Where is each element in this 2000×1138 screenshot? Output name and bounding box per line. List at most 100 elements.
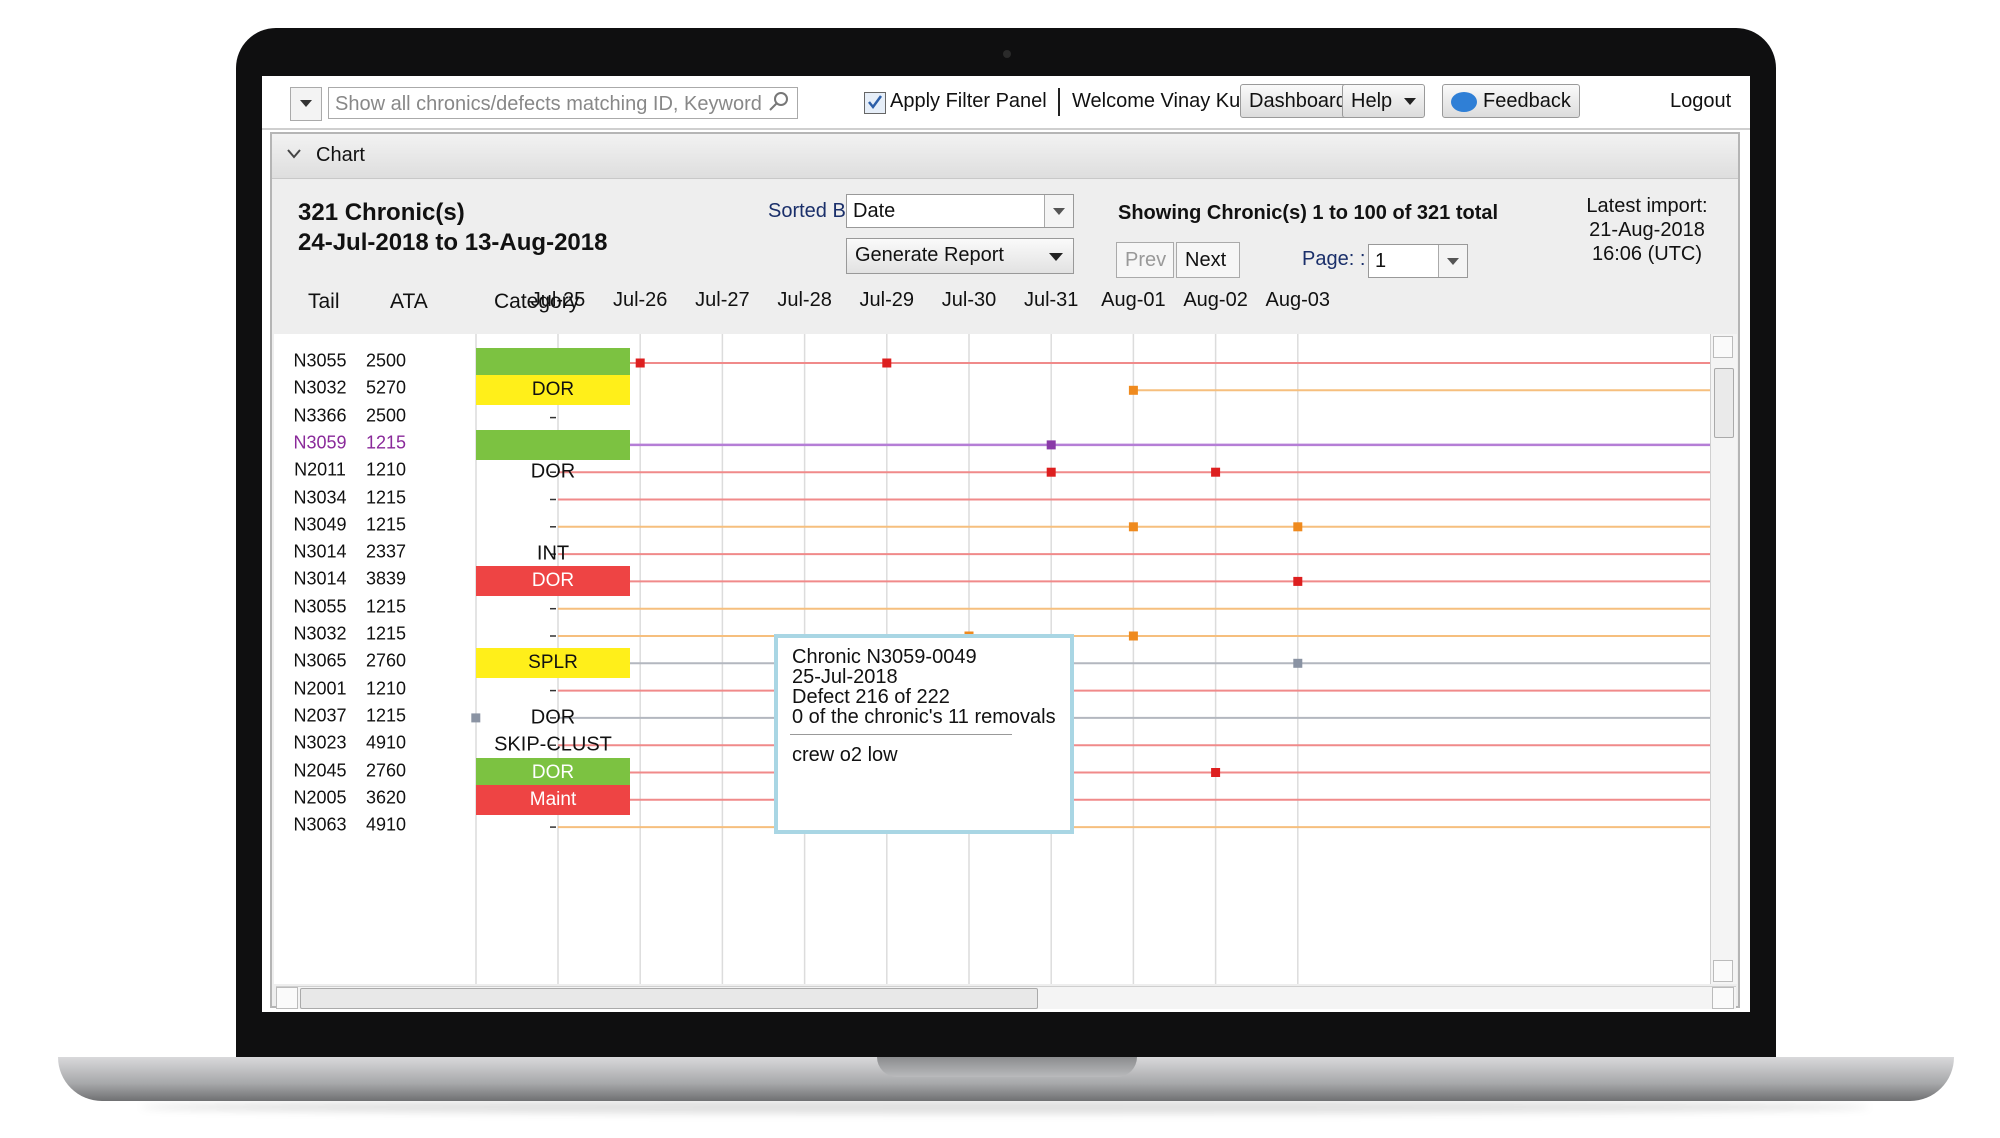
- column-header-category[interactable]: Category: [494, 290, 580, 313]
- row-tail[interactable]: N3059: [293, 432, 347, 453]
- panel-header[interactable]: Chart: [272, 134, 1738, 179]
- feedback-button[interactable]: Feedback: [1442, 84, 1580, 118]
- row-tail[interactable]: N2005: [293, 787, 347, 808]
- row-tail[interactable]: N2037: [293, 705, 347, 726]
- top-toolbar: Show all chronics/defects matching ID, K…: [262, 76, 1750, 130]
- latest-import-time: 16:06 (UTC): [1591, 243, 1703, 265]
- chronic-marker[interactable]: [1211, 467, 1221, 477]
- showing-summary: Showing Chronic(s) 1 to 100 of 321 total: [1118, 202, 1499, 224]
- timeline-chart: [471, 334, 1710, 984]
- row-tail[interactable]: N2045: [293, 760, 347, 780]
- generate-report-button[interactable]: Generate Report: [846, 238, 1074, 274]
- vertical-scrollbar[interactable]: [1710, 334, 1737, 984]
- chronic-marker[interactable]: [882, 358, 892, 368]
- chronic-marker[interactable]: [1128, 631, 1138, 641]
- row-ata: 4910: [365, 814, 407, 835]
- row-category-badge: DOR: [476, 757, 630, 788]
- row-category-text: DOR: [530, 706, 576, 729]
- row-tail[interactable]: N3055: [293, 596, 347, 617]
- row-tail[interactable]: N3014: [293, 568, 347, 589]
- row-ata: 1215: [365, 705, 407, 726]
- chronic-marker[interactable]: [1211, 768, 1221, 777]
- row-tail[interactable]: N3023: [293, 732, 347, 753]
- chevron-down-icon[interactable]: [286, 148, 302, 160]
- row-ata: 1210: [365, 678, 407, 699]
- row-tail[interactable]: N3063: [293, 814, 347, 835]
- row-ata: 2500: [365, 405, 407, 426]
- sort-select[interactable]: Date: [846, 194, 1074, 228]
- apply-filter-checkbox[interactable]: [864, 92, 886, 114]
- row-tail[interactable]: N2001: [293, 678, 347, 699]
- help-button[interactable]: Help: [1342, 84, 1426, 118]
- toolbar-separator: [1058, 88, 1060, 116]
- vertical-scroll-thumb[interactable]: [1714, 368, 1734, 438]
- row-category-text: SKIP-CLUST: [494, 733, 612, 756]
- chronic-marker[interactable]: [1128, 385, 1138, 395]
- chronic-chart-body: Chronic N3059-0049 25-Jul-2018 Defect 21…: [274, 334, 1710, 984]
- dashboard-button[interactable]: Dashboard: [1240, 84, 1356, 118]
- date-header-aug-03: Aug-03: [1265, 289, 1331, 311]
- row-tail[interactable]: N3366: [293, 405, 347, 426]
- chronic-marker[interactable]: [1046, 440, 1056, 450]
- chronic-marker[interactable]: [635, 358, 645, 368]
- page-select[interactable]: 1: [1368, 244, 1468, 278]
- sort-value: Date: [853, 200, 896, 222]
- feedback-label: Feedback: [1483, 90, 1571, 112]
- date-header-jul-29: Jul-29: [859, 289, 915, 311]
- latest-import-date: 21-Aug-2018: [1589, 219, 1705, 241]
- chronic-marker[interactable]: [471, 713, 481, 723]
- row-tail[interactable]: N3055: [293, 350, 347, 371]
- app-screen: Show all chronics/defects matching ID, K…: [262, 76, 1750, 1012]
- chronic-marker[interactable]: [1046, 467, 1056, 477]
- prev-button[interactable]: Prev: [1116, 242, 1174, 278]
- logout-link[interactable]: Logout: [1670, 90, 1732, 112]
- chronic-marker[interactable]: [1293, 658, 1303, 668]
- laptop-shadow: [140, 1100, 1870, 1114]
- chronic-marker[interactable]: [1293, 522, 1303, 532]
- row-ata: 2337: [365, 541, 407, 562]
- column-header-ata[interactable]: ATA: [390, 290, 428, 313]
- date-header-jul-31: Jul-31: [1023, 289, 1079, 311]
- row-tail[interactable]: N3049: [293, 514, 347, 535]
- date-header-jul-26: Jul-26: [612, 289, 668, 311]
- search-scope-dropdown[interactable]: [290, 87, 322, 121]
- scroll-right-button[interactable]: [1712, 987, 1734, 1009]
- row-ata: 1215: [365, 432, 407, 453]
- row-category-badge: DOR: [476, 566, 630, 597]
- row-tail[interactable]: N3034: [293, 487, 347, 507]
- chronic-marker[interactable]: [1128, 522, 1138, 532]
- horizontal-scroll-thumb[interactable]: [300, 988, 1038, 1009]
- row-category-badge: Maint: [476, 784, 630, 815]
- scroll-down-button[interactable]: [1713, 960, 1733, 982]
- next-button[interactable]: Next: [1176, 242, 1240, 278]
- row-category-badge: SPLR: [476, 648, 630, 679]
- chronic-marker[interactable]: [1293, 576, 1303, 586]
- row-tail[interactable]: N3032: [293, 623, 347, 644]
- row-tail[interactable]: N3065: [293, 650, 347, 671]
- help-label: Help: [1351, 90, 1393, 112]
- checkmark-icon: [868, 95, 883, 110]
- row-category-badge: DOR: [476, 375, 630, 406]
- scroll-left-button[interactable]: [276, 987, 298, 1009]
- row-tail[interactable]: N2011: [294, 459, 346, 480]
- row-tail[interactable]: N3014: [293, 541, 347, 562]
- tooltip-divider: [790, 734, 1012, 735]
- row-ata: 5270: [365, 377, 407, 398]
- row-category-badge: [476, 429, 630, 460]
- speech-bubble-icon: [1451, 91, 1477, 112]
- horizontal-scrollbar[interactable]: [276, 986, 1736, 1009]
- row-category-text: INT: [536, 542, 570, 565]
- column-header-tail[interactable]: Tail: [308, 290, 340, 313]
- row-ata: 1215: [365, 487, 407, 507]
- tooltip-date: 25-Jul-2018: [792, 666, 898, 688]
- apply-filter-label[interactable]: Apply Filter Panel: [890, 90, 1047, 112]
- search-input[interactable]: Show all chronics/defects matching ID, K…: [328, 87, 798, 119]
- welcome-text: Welcome Vinay Kumar: [1072, 90, 1275, 112]
- scroll-up-button[interactable]: [1713, 336, 1733, 358]
- page-label: Page: :: [1302, 248, 1366, 270]
- row-category-text: DOR: [530, 460, 576, 483]
- row-tail[interactable]: N3032: [293, 377, 347, 398]
- row-ata: 2760: [365, 760, 407, 780]
- search-icon[interactable]: [768, 91, 790, 113]
- row-ata: 1215: [365, 623, 407, 644]
